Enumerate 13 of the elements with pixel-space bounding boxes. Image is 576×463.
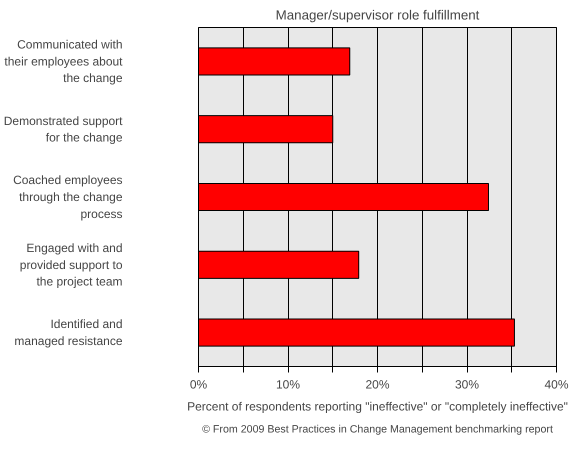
- x-tick-label: 10%: [276, 378, 300, 392]
- y-tick-label: Engaged with and provided support to the project team: [20, 241, 123, 289]
- y-tick-label: Communicated with their employees about the change: [4, 38, 124, 86]
- y-tick-label: Coached employees through the change process: [13, 173, 123, 221]
- x-tick-label: 20%: [365, 378, 390, 392]
- y-tick-label: Identified and managed resistance: [14, 317, 123, 348]
- x-tick-label: 40%: [544, 378, 569, 392]
- x-tick-label: 0%: [190, 378, 208, 392]
- y-tick-label: Demonstrated support for the change: [4, 114, 124, 145]
- x-axis-title: Percent of respondents reporting "ineffective" or "completely ineffective": [187, 400, 568, 414]
- text: © From 2009 Best Practices in Change Management benchmarking report: [202, 424, 553, 436]
- chart-title: Manager/supervisor role fulfillment: [276, 8, 480, 22]
- x-tick-label: 30%: [454, 378, 480, 392]
